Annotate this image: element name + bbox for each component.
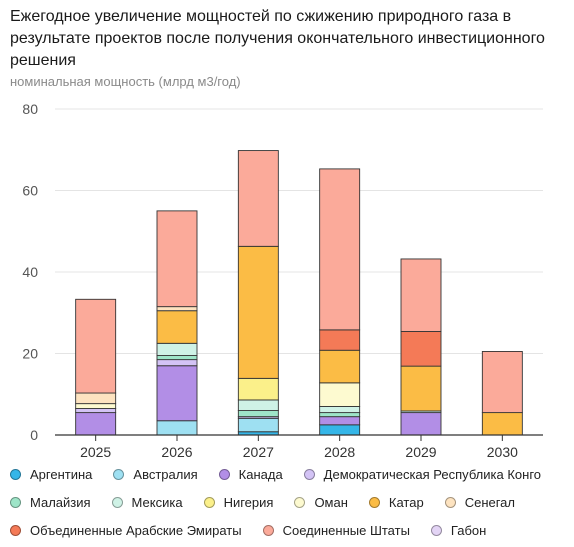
bar-segment <box>156 210 198 308</box>
bar-segment <box>75 412 117 436</box>
legend-label: Соединенные Штаты <box>282 522 410 538</box>
legend-swatch <box>10 468 21 480</box>
bar-segment <box>156 306 198 312</box>
legend-item: Австралия <box>113 466 198 482</box>
legend-swatch <box>444 496 456 508</box>
legend-label: Мексика <box>131 494 183 510</box>
bar-segment <box>75 392 117 405</box>
x-tick-label: 2030 <box>487 444 518 460</box>
stacked-bar-chart: 0 20 40 60 80 2025 2026 2027 2028 2029 2030 <box>22 101 543 460</box>
legend-item: Катар <box>368 494 424 510</box>
bar-segment <box>237 245 279 379</box>
bar-segment <box>481 351 523 414</box>
bar-segment <box>156 355 198 361</box>
bar-segment <box>319 349 361 384</box>
bar-segment <box>319 416 361 426</box>
legend-row: Объединенные Арабские Эмираты Соединенные… <box>10 516 570 544</box>
x-tick-label: 2029 <box>405 444 436 460</box>
bar-segment <box>156 365 198 422</box>
bar-segment <box>400 412 442 436</box>
legend-row: Малайзия Мексика Нигерия Оман Катар Сенегал <box>10 488 570 516</box>
bar-segment <box>237 417 279 433</box>
y-tick-label: 0 <box>30 427 38 443</box>
legend-swatch <box>10 524 21 536</box>
legend-swatch <box>294 496 306 508</box>
bar-segment <box>156 342 198 356</box>
x-tick-label: 2025 <box>80 444 111 460</box>
legend-label: Демократическая Республика Конго <box>323 466 542 482</box>
legend-item: Малайзия <box>10 495 91 510</box>
bar-segment <box>319 168 361 331</box>
legend-item: Канада <box>218 466 283 482</box>
bar-segment <box>400 331 442 367</box>
legend-label: Малайзия <box>30 494 91 510</box>
legend-item: Оман <box>294 494 348 510</box>
y-axis-label: номинальная мощность (млрд м3/год) <box>10 74 241 89</box>
legend-item: Нигерия <box>203 494 274 510</box>
legend-swatch <box>10 496 21 508</box>
bar-segment <box>400 258 442 332</box>
legend-label: Канада <box>238 466 283 482</box>
bar-segment <box>319 382 361 407</box>
legend-label: Оман <box>314 494 348 510</box>
legend-swatch <box>262 524 274 536</box>
bar-segment <box>237 150 279 247</box>
bar-segment <box>319 406 361 414</box>
legend-item: Габон <box>430 522 487 538</box>
y-tick-label: 60 <box>22 183 38 199</box>
x-tick-label: 2026 <box>161 444 192 460</box>
legend-swatch <box>303 468 315 480</box>
legend-label: Габон <box>450 522 487 538</box>
legend-row: Аргентина Австралия Канада Демократическая … <box>10 460 570 488</box>
legend-label: Катар <box>388 494 424 510</box>
bar-segment <box>75 298 117 394</box>
bar-segment <box>319 329 361 351</box>
legend-item: Соединенные Штаты <box>262 522 410 538</box>
bar-segment <box>75 403 117 409</box>
legend-label: Аргентина <box>30 466 93 482</box>
chart-legend: Аргентина Австралия Канада Демократическая … <box>10 460 570 544</box>
y-tick-label: 20 <box>22 346 38 362</box>
legend-swatch <box>368 496 380 508</box>
bar-segment <box>319 412 361 418</box>
bar-segment <box>400 365 442 412</box>
legend-swatch <box>111 496 123 508</box>
legend-item: Мексика <box>111 494 183 510</box>
bar-segment <box>156 310 198 344</box>
y-tick-label: 80 <box>22 101 38 117</box>
legend-label: Австралия <box>133 466 198 482</box>
x-tick-label: 2028 <box>324 444 355 460</box>
bar-segment <box>237 410 279 418</box>
y-tick-label: 40 <box>22 264 38 280</box>
bar-segment <box>237 399 279 411</box>
legend-item: Аргентина <box>10 467 92 482</box>
legend-swatch <box>430 524 442 536</box>
legend-swatch <box>218 468 230 480</box>
legend-label: Объединенные Арабские Эмираты <box>30 522 242 538</box>
bar-segment <box>237 377 279 401</box>
bar-segment <box>156 420 198 436</box>
bar-segment <box>156 359 198 367</box>
legend-swatch <box>203 496 215 508</box>
legend-item: Сенегал <box>444 494 516 510</box>
legend-label: Нигерия <box>223 494 274 510</box>
legend-swatch <box>113 468 125 480</box>
bar-segment <box>75 408 117 414</box>
chart-title: Ежегодное увеличение мощностей по сжижен… <box>10 8 545 69</box>
legend-item: Объединенные Арабские Эмираты <box>10 523 242 538</box>
bar-segment <box>319 424 361 436</box>
legend-item: Демократическая Республика Конго <box>303 466 542 482</box>
bar-segment <box>481 412 523 436</box>
x-tick-label: 2027 <box>243 444 274 460</box>
legend-label: Сенегал <box>464 494 516 510</box>
